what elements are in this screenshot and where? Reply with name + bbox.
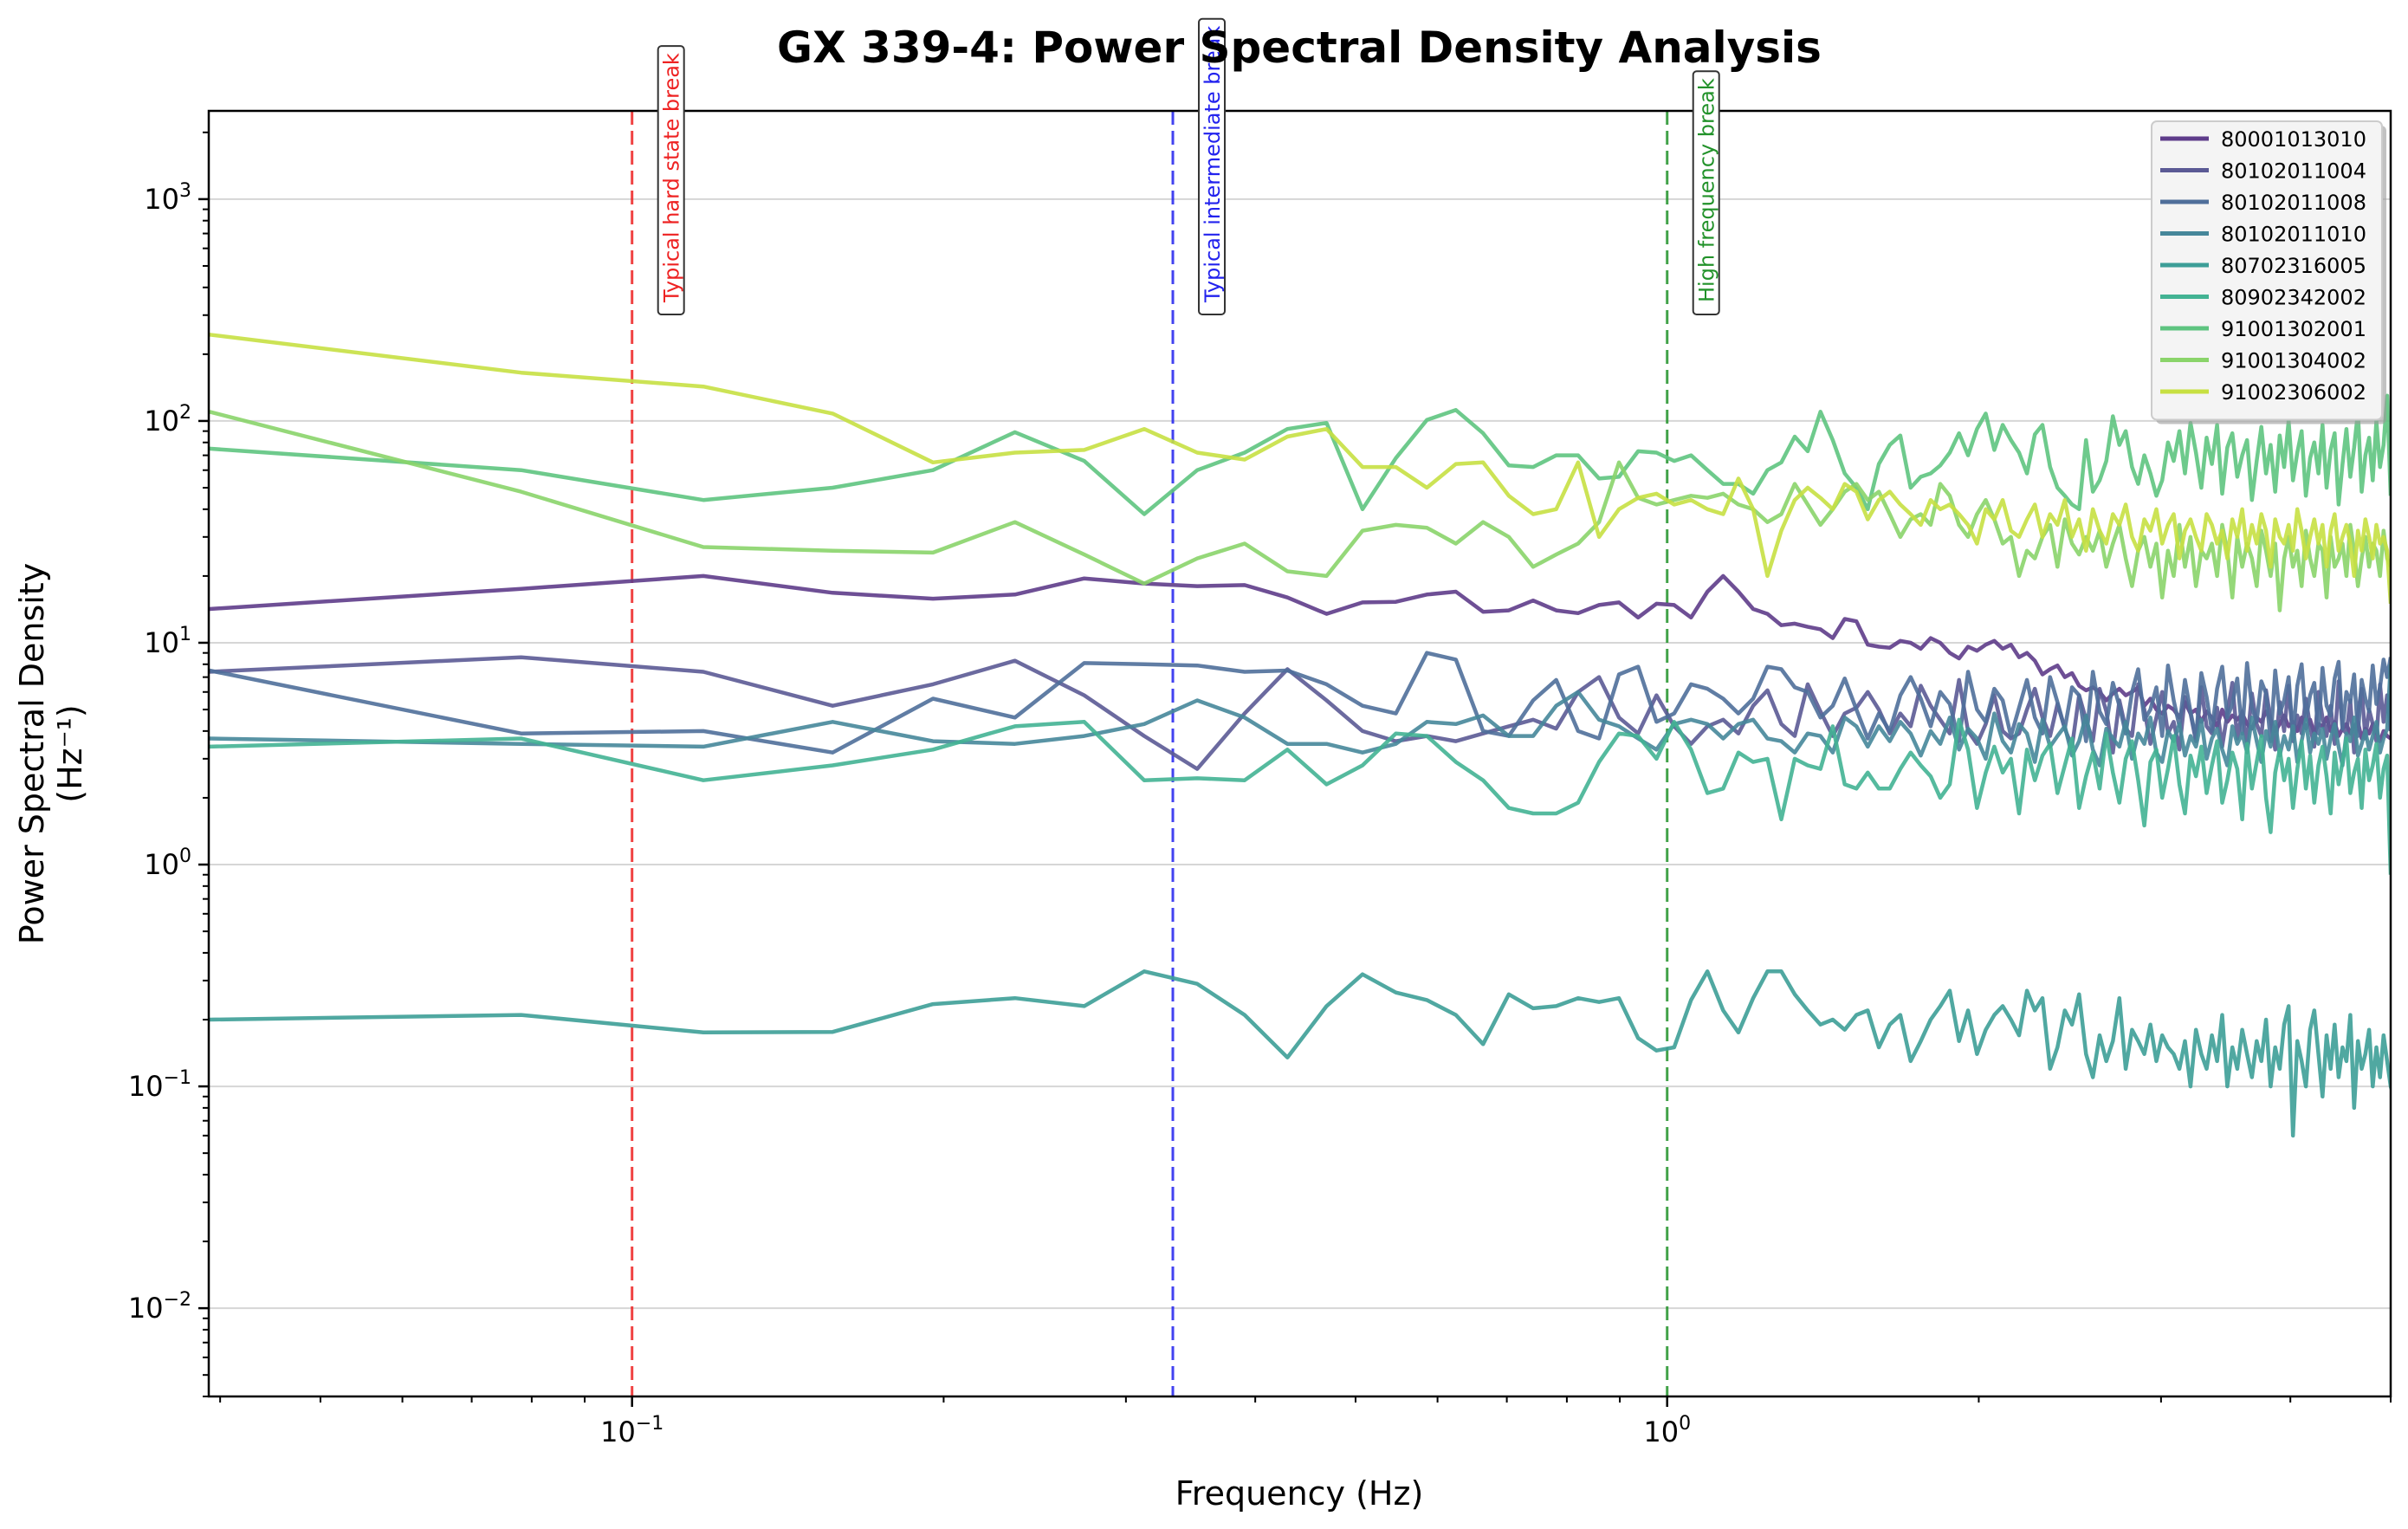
series-line-91001304002 <box>209 410 2391 612</box>
legend-item: 80001013010 <box>2160 127 2366 152</box>
legend-item: 80102011010 <box>2160 223 2366 247</box>
legend-label: 91001302001 <box>2221 317 2366 341</box>
series-line-91002306002 <box>209 333 2391 605</box>
x-axis-label: Frequency (Hz) <box>1175 1474 1424 1513</box>
annotation-text: Typical intermediate break <box>1201 26 1225 303</box>
y-tick-label: 101 <box>144 624 191 659</box>
x-tick-label: 10−1 <box>600 1413 663 1448</box>
y-tick-label: 100 <box>144 845 191 881</box>
legend-label: 80702316005 <box>2221 254 2366 278</box>
series-line-91001302001 <box>209 393 2391 516</box>
legend-label: 80102011010 <box>2221 223 2366 247</box>
annotation-text: High frequency break <box>1695 78 1719 302</box>
y-axis-label-line1: Power Spectral Density <box>13 563 51 944</box>
plot-frame <box>207 109 2392 1398</box>
y-tick-label: 10−2 <box>128 1289 191 1325</box>
legend-item: 91002306002 <box>2160 380 2366 405</box>
y-tick-label: 102 <box>144 402 191 437</box>
x-tick-label: 100 <box>1643 1413 1691 1448</box>
legend-item: 80902342002 <box>2160 286 2366 310</box>
legend-label: 80902342002 <box>2221 286 2366 310</box>
grid-lines <box>209 198 2391 1310</box>
annotation-label: Typical intermediate break <box>1198 17 1227 315</box>
legend-item: 80102011008 <box>2160 191 2366 215</box>
annotation-box <box>1692 70 1720 315</box>
legend-label: 80102011008 <box>2221 191 2366 215</box>
annotation-box <box>657 45 685 315</box>
legend-label: 80001013010 <box>2221 127 2366 152</box>
series-line-80902342002 <box>209 717 2391 875</box>
y-tick-label: 10−1 <box>128 1067 191 1103</box>
annotation-label: Typical hard state break <box>657 45 685 315</box>
y-axis-label-line2: (Hz⁻¹) <box>51 704 89 802</box>
annotation-labels: Typical hard state break Typical intermed… <box>657 17 1720 315</box>
legend-label: 91001304002 <box>2221 349 2366 373</box>
series-layer <box>209 333 2391 1138</box>
y-tick-label: 103 <box>144 180 191 216</box>
legend-label: 80102011004 <box>2221 159 2366 184</box>
legend-box <box>2151 120 2383 421</box>
legend-item: 80102011004 <box>2160 159 2366 184</box>
legend-label: 91002306002 <box>2221 380 2366 405</box>
legend-item: 91001302001 <box>2160 317 2366 341</box>
axis-ticks: 103 102 101 100 10−1 10−2 10−1 100 <box>128 131 2392 1448</box>
legend: 80001013010 80102011004 80102011008 8010201… <box>2151 120 2386 424</box>
series-line-80702316005 <box>209 969 2391 1138</box>
legend-item: 91001304002 <box>2160 349 2366 373</box>
annotation-label: High frequency break <box>1692 70 1720 315</box>
annotation-text: Typical hard state break <box>660 53 684 303</box>
series-line-80102011008 <box>209 651 2391 755</box>
series-line-80102011010 <box>209 664 2391 768</box>
chart-title: GX 339-4: Power Spectral Density Analysi… <box>777 23 1822 73</box>
legend-item: 80702316005 <box>2160 254 2366 278</box>
annotation-box <box>1198 17 1227 315</box>
y-axis-label: Power Spectral Density (Hz⁻¹) <box>13 563 89 944</box>
